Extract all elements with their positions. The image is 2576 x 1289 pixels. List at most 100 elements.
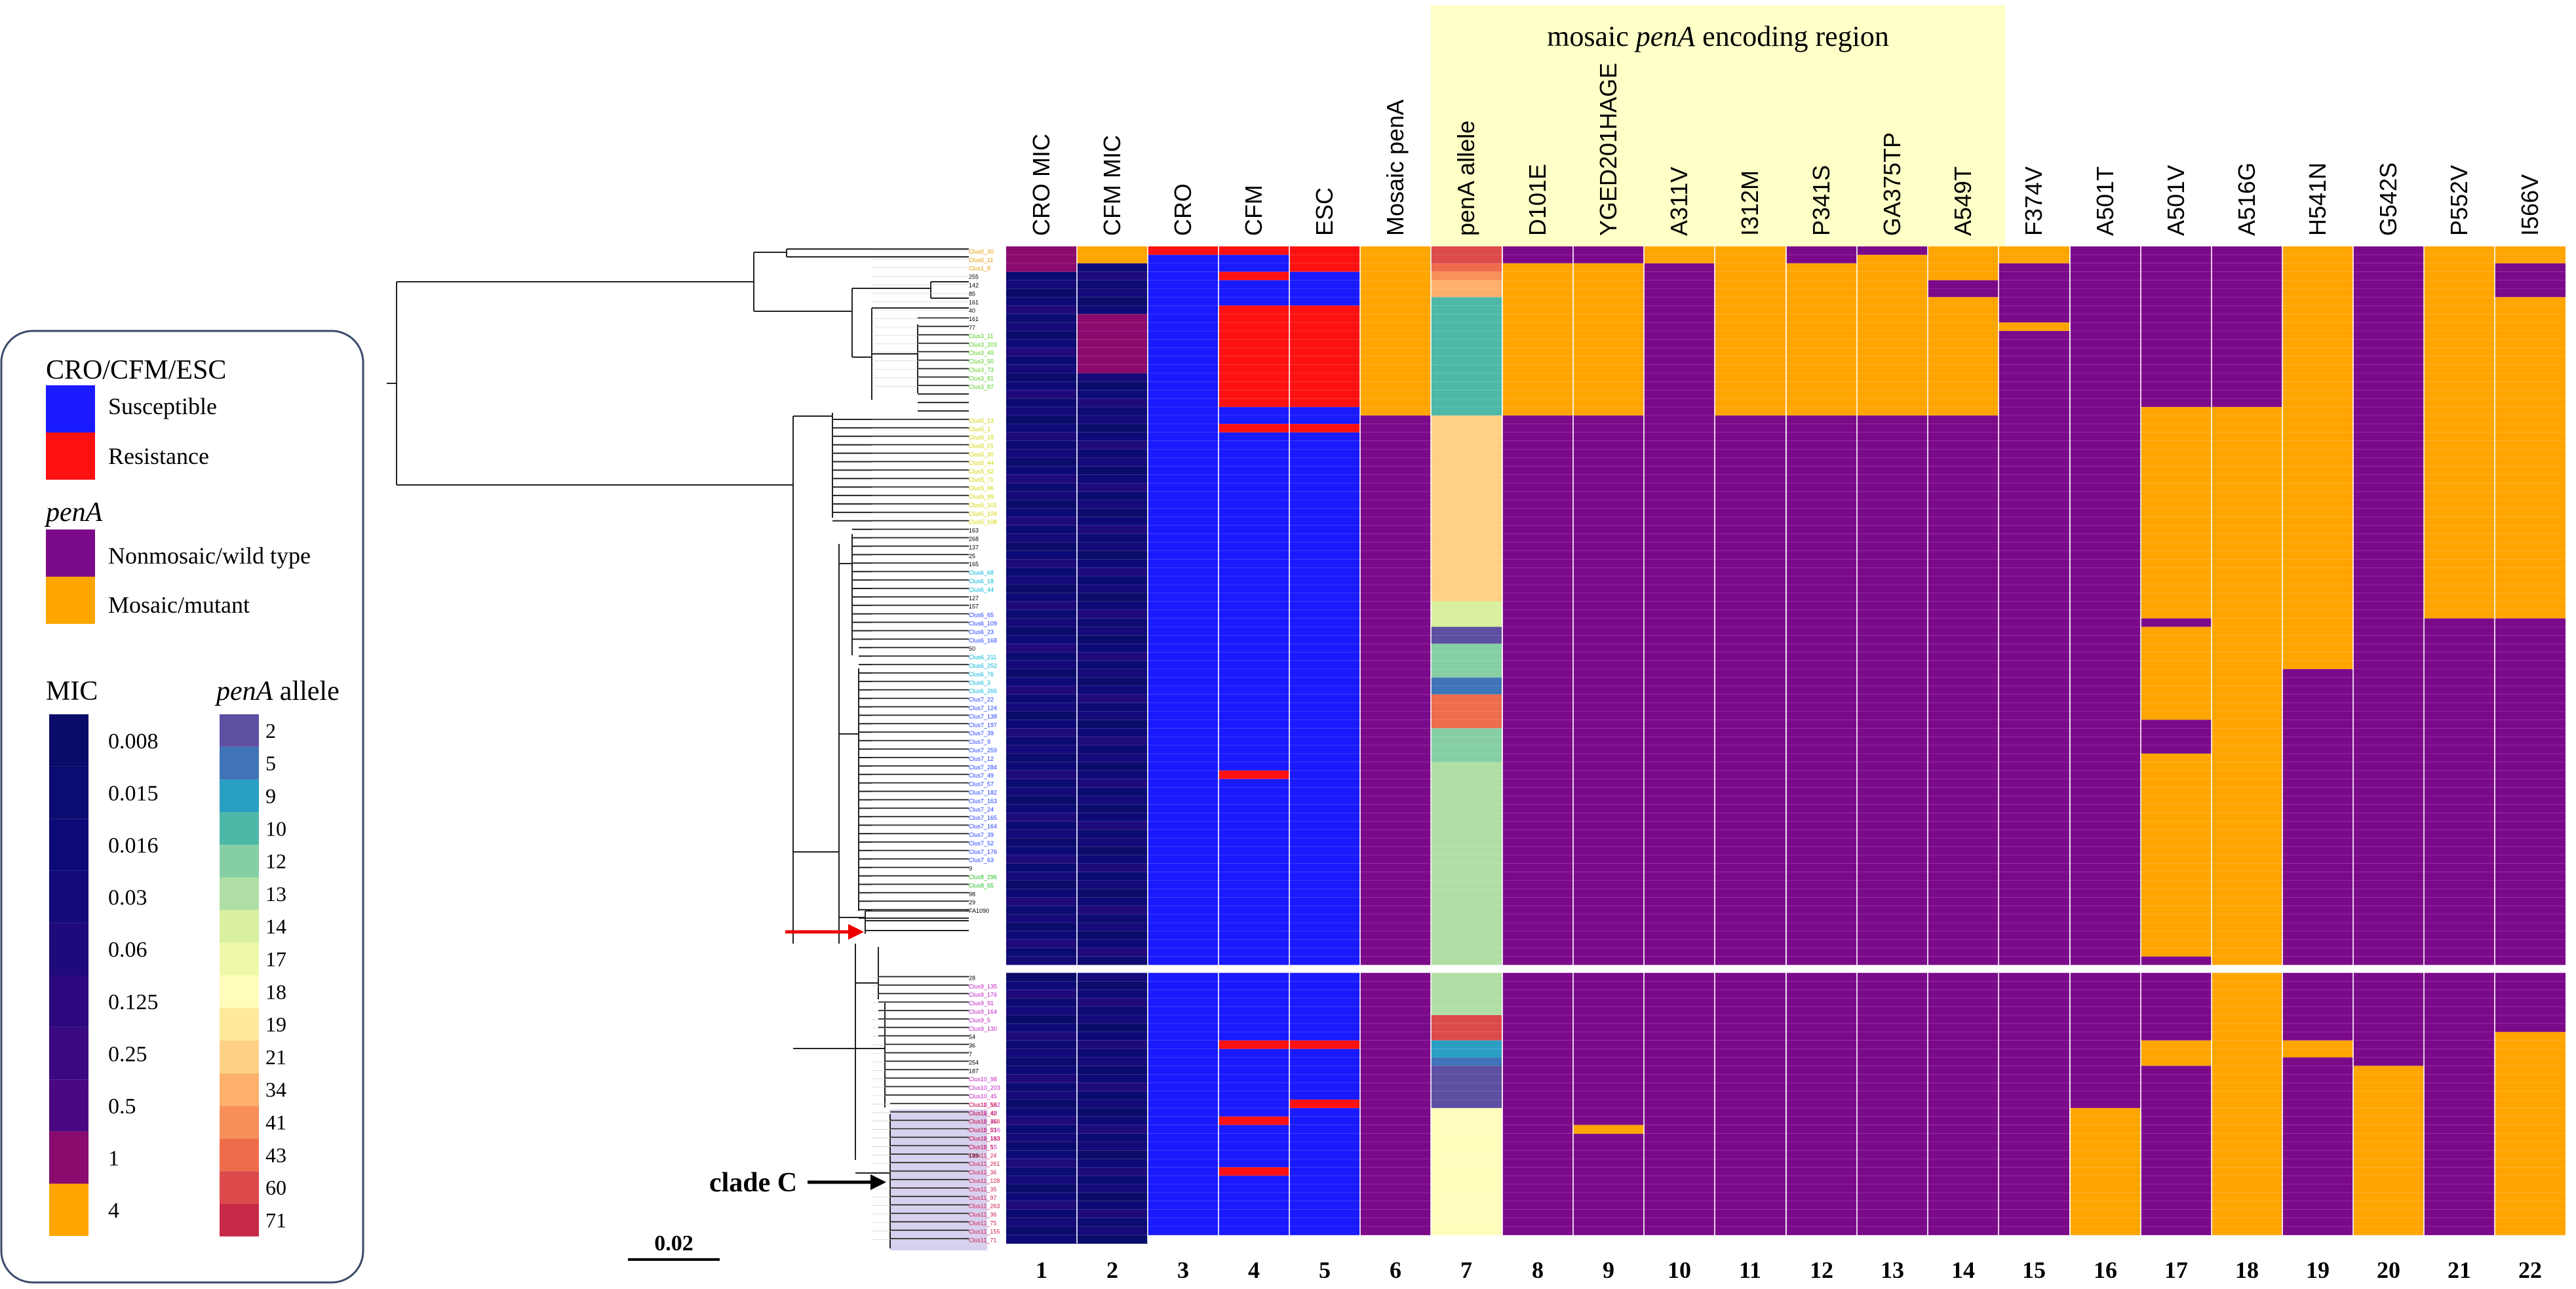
f374v-cell bbox=[1999, 1133, 2069, 1143]
i566v-cell bbox=[2495, 457, 2566, 467]
i566v-cell bbox=[2495, 1100, 2566, 1109]
g542s-cell bbox=[2353, 880, 2424, 889]
ga375tp-cell bbox=[1857, 1184, 1928, 1193]
cfm-cell bbox=[1219, 863, 1289, 873]
pena-allele-cell bbox=[1431, 855, 1502, 864]
esc-cell bbox=[1289, 474, 1360, 484]
f374v-cell bbox=[1999, 609, 2069, 619]
a501t-cell bbox=[2070, 998, 2141, 1007]
a516g-cell bbox=[2212, 474, 2282, 484]
ga375tp-cell bbox=[1857, 838, 1928, 847]
h541n-cell bbox=[2282, 271, 2353, 281]
a501t-cell bbox=[2070, 1150, 2141, 1159]
h541n-cell bbox=[2282, 1142, 2353, 1151]
p341s-cell bbox=[1786, 533, 1857, 543]
allele-swatch bbox=[220, 812, 259, 845]
a516g-cell bbox=[2212, 550, 2282, 560]
cfm-mic-cell bbox=[1077, 745, 1148, 754]
p341s-cell bbox=[1786, 280, 1857, 290]
cfm-cell bbox=[1219, 1167, 1289, 1176]
a501t-cell bbox=[2070, 305, 2141, 315]
a311v-cell bbox=[1644, 263, 1715, 273]
d101e-cell bbox=[1502, 483, 1573, 492]
cfm-cell bbox=[1219, 1074, 1289, 1083]
mic-swatch bbox=[49, 1131, 88, 1184]
cro-mic-cell bbox=[1006, 1057, 1077, 1066]
d101e-cell bbox=[1502, 398, 1573, 408]
ga375tp-cell bbox=[1857, 592, 1928, 602]
cfm-cell bbox=[1219, 914, 1289, 923]
pena-allele-cell bbox=[1431, 423, 1502, 433]
esc-cell bbox=[1289, 830, 1360, 839]
pena-allele-cell bbox=[1431, 796, 1502, 805]
i566v-cell bbox=[2495, 254, 2566, 264]
a549t-cell bbox=[1928, 432, 1999, 442]
a549t-cell bbox=[1928, 559, 1999, 568]
p341s-cell bbox=[1786, 398, 1857, 408]
a549t-cell bbox=[1928, 804, 1999, 813]
ga375tp-cell bbox=[1857, 415, 1928, 425]
yged201hage-cell bbox=[1573, 787, 1644, 797]
a516g-cell bbox=[2212, 568, 2282, 577]
a501v-cell bbox=[2141, 407, 2212, 416]
i566v-cell bbox=[2495, 373, 2566, 382]
p552v-cell bbox=[2424, 423, 2495, 433]
i312m-cell bbox=[1715, 702, 1786, 712]
d101e-cell bbox=[1502, 779, 1573, 788]
mosaic-pena-cell bbox=[1360, 609, 1431, 619]
a516g-cell bbox=[2212, 1040, 2282, 1050]
cro-cell bbox=[1148, 491, 1219, 501]
yged201hage-cell bbox=[1573, 601, 1644, 611]
a501t-cell bbox=[2070, 440, 2141, 450]
cfm-mic-cell bbox=[1077, 1031, 1148, 1041]
a311v-cell bbox=[1644, 661, 1715, 670]
ga375tp-cell bbox=[1857, 1226, 1928, 1235]
esc-cell bbox=[1289, 863, 1360, 873]
cro-mic-cell bbox=[1006, 956, 1077, 966]
column-number: 12 bbox=[1810, 1257, 1833, 1283]
esc-cell bbox=[1289, 652, 1360, 661]
cro-cell bbox=[1148, 516, 1219, 526]
cfm-mic-cell bbox=[1077, 1209, 1148, 1219]
d101e-cell bbox=[1502, 618, 1573, 628]
cfm-mic-cell bbox=[1077, 297, 1148, 306]
i566v-cell bbox=[2495, 407, 2566, 416]
h541n-cell bbox=[2282, 694, 2353, 704]
i312m-cell bbox=[1715, 1142, 1786, 1151]
a501v-cell bbox=[2141, 796, 2212, 805]
i566v-cell bbox=[2495, 813, 2566, 822]
p552v-cell bbox=[2424, 846, 2495, 856]
pena-allele-cell bbox=[1431, 322, 1502, 332]
a311v-cell bbox=[1644, 1007, 1715, 1016]
g542s-cell bbox=[2353, 550, 2424, 560]
a549t-cell bbox=[1928, 322, 1999, 332]
a549t-cell bbox=[1928, 381, 1999, 391]
a516g-cell bbox=[2212, 271, 2282, 281]
cfm-mic-cell bbox=[1077, 880, 1148, 889]
esc-cell bbox=[1289, 601, 1360, 611]
tip-label: 40 bbox=[969, 307, 975, 314]
d101e-cell bbox=[1502, 297, 1573, 306]
p341s-cell bbox=[1786, 779, 1857, 788]
allele-swatch bbox=[220, 779, 259, 813]
i566v-cell bbox=[2495, 685, 2566, 695]
a501t-cell bbox=[2070, 981, 2141, 990]
a516g-cell bbox=[2212, 1142, 2282, 1151]
tip-label: Clus5_96 bbox=[969, 485, 994, 491]
mosaic-pena-cell bbox=[1360, 1125, 1431, 1134]
p552v-cell bbox=[2424, 1107, 2495, 1117]
i312m-cell bbox=[1715, 305, 1786, 315]
h541n-cell bbox=[2282, 897, 2353, 906]
p552v-cell bbox=[2424, 813, 2495, 822]
pena-allele-cell bbox=[1431, 288, 1502, 298]
cfm-mic-cell bbox=[1077, 483, 1148, 492]
cfm-cell bbox=[1219, 652, 1289, 661]
a501v-cell bbox=[2141, 1150, 2212, 1159]
allele-value-label: 18 bbox=[265, 980, 286, 1003]
p552v-cell bbox=[2424, 322, 2495, 332]
a516g-cell bbox=[2212, 415, 2282, 425]
cfm-mic-cell bbox=[1077, 1100, 1148, 1109]
d101e-cell bbox=[1502, 846, 1573, 856]
cfm-mic-cell bbox=[1077, 364, 1148, 374]
cro-mic-cell bbox=[1006, 931, 1077, 940]
